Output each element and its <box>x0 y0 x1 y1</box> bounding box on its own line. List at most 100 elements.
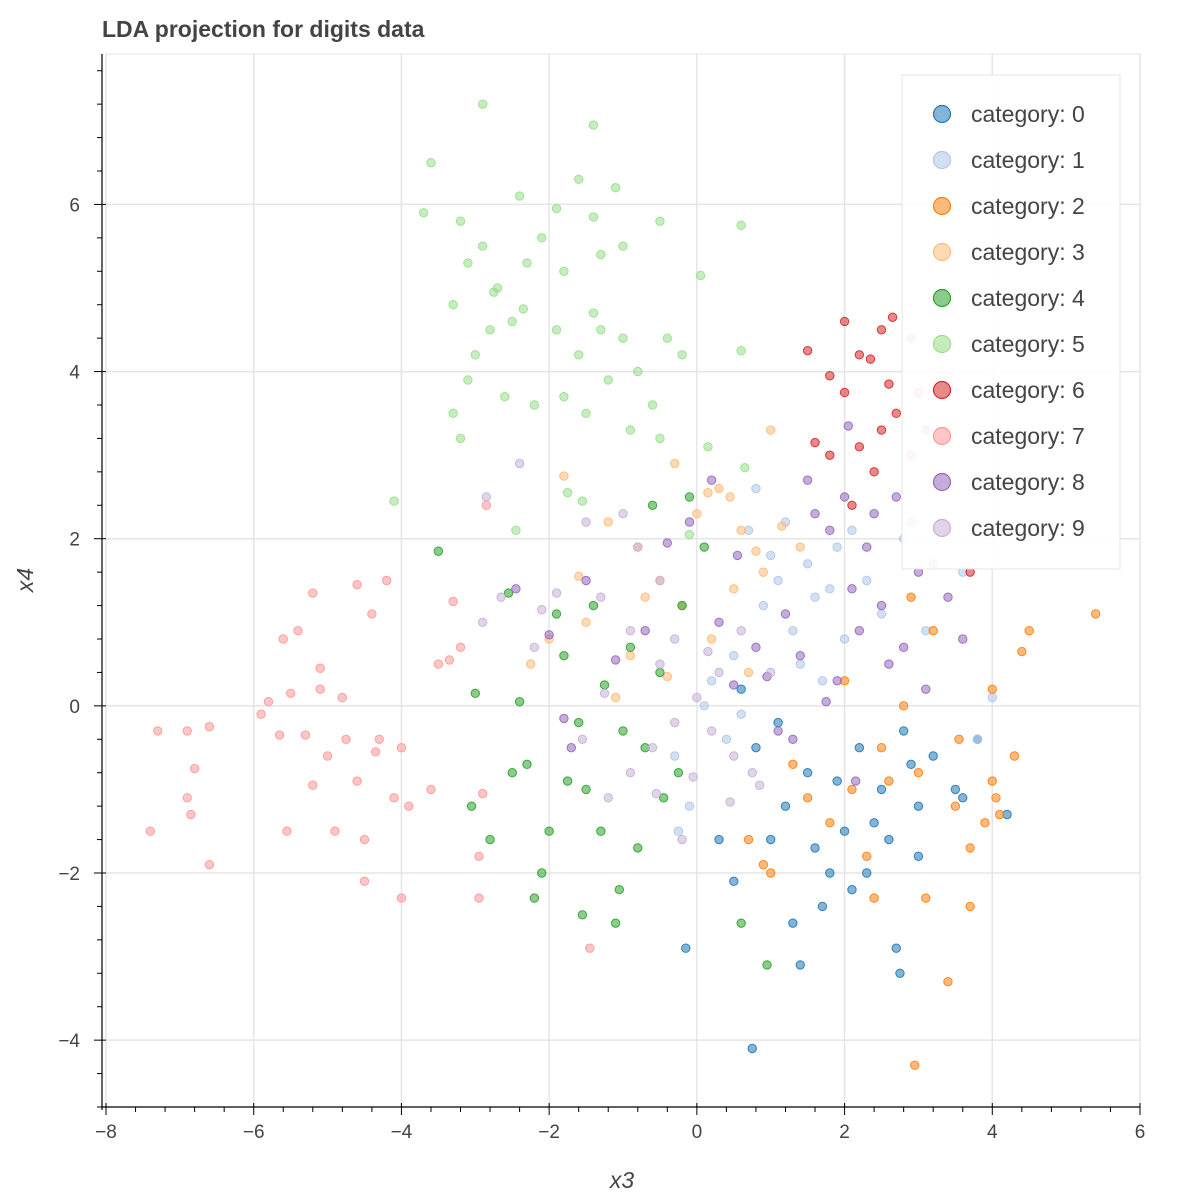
legend-marker <box>932 104 952 124</box>
data-point <box>847 525 857 536</box>
data-point <box>684 517 695 527</box>
data-point <box>670 458 680 469</box>
legend-label: category: 1 <box>971 147 1085 173</box>
data-point <box>795 659 805 669</box>
data-point <box>703 488 713 498</box>
data-point <box>681 943 691 953</box>
data-point <box>736 684 746 694</box>
data-point <box>610 655 621 665</box>
legend-label: category: 2 <box>971 193 1085 219</box>
data-point <box>559 471 569 481</box>
data-point <box>655 667 665 678</box>
data-point <box>950 784 961 795</box>
data-point <box>736 345 746 356</box>
legend-label: category: 7 <box>971 423 1085 449</box>
data-point <box>655 659 665 669</box>
data-point <box>573 350 584 360</box>
legend-label: category: 6 <box>971 377 1085 403</box>
data-point <box>825 584 835 594</box>
data-point <box>736 709 746 719</box>
data-point <box>884 776 894 786</box>
data-point <box>596 592 606 602</box>
data-point <box>862 868 872 878</box>
data-point <box>725 492 735 502</box>
data-point <box>825 818 835 828</box>
data-point <box>714 834 724 845</box>
data-point <box>529 400 540 410</box>
data-point <box>972 734 983 744</box>
y-tick-label: 0 <box>69 697 80 718</box>
data-point <box>562 776 573 786</box>
data-point <box>189 763 200 774</box>
data-point <box>477 99 488 109</box>
data-point <box>751 483 761 494</box>
data-point <box>869 818 879 828</box>
data-point <box>263 696 274 707</box>
data-point <box>514 191 525 201</box>
data-point <box>522 759 532 770</box>
data-point <box>282 826 292 836</box>
data-point <box>1009 751 1020 761</box>
data-point <box>599 688 610 699</box>
data-point <box>315 684 325 694</box>
data-point <box>954 734 964 744</box>
data-point <box>869 893 879 903</box>
data-point <box>703 442 713 452</box>
data-point <box>987 692 997 703</box>
data-point <box>810 437 820 448</box>
data-point <box>921 893 931 903</box>
data-point <box>736 918 746 928</box>
data-point <box>825 450 835 460</box>
data-point <box>994 809 1005 820</box>
data-point <box>610 692 621 703</box>
data-point <box>692 692 702 703</box>
data-point <box>714 667 724 678</box>
data-point <box>662 671 673 682</box>
data-point <box>625 651 636 661</box>
legend-marker <box>932 380 952 400</box>
data-point <box>913 851 924 861</box>
data-point <box>514 696 525 707</box>
series-3 <box>525 425 805 703</box>
data-point <box>913 768 924 778</box>
data-point <box>618 726 628 736</box>
data-point <box>352 579 362 590</box>
data-point <box>695 270 706 281</box>
data-point <box>847 584 857 594</box>
x-tick-label: −6 <box>243 1122 265 1143</box>
data-point <box>684 492 695 502</box>
data-point <box>688 772 698 782</box>
data-point <box>585 943 595 953</box>
data-point <box>928 625 938 636</box>
data-point <box>795 542 805 552</box>
data-point <box>747 1043 757 1054</box>
data-point <box>511 525 521 536</box>
data-point <box>766 550 776 561</box>
series-2 <box>743 592 1101 1070</box>
data-point <box>703 646 713 657</box>
data-point <box>655 216 665 226</box>
data-point <box>466 801 477 811</box>
legend-label: category: 8 <box>971 469 1085 495</box>
series-1 <box>670 483 997 836</box>
legend-marker <box>932 150 952 170</box>
data-point <box>810 508 820 519</box>
data-point <box>906 759 916 770</box>
data-point <box>832 542 842 552</box>
data-point <box>1090 609 1101 619</box>
legend-marker <box>932 334 952 354</box>
data-point <box>426 157 436 168</box>
data-point <box>817 901 828 912</box>
data-point <box>433 659 444 669</box>
data-point <box>577 910 588 920</box>
data-point <box>854 625 865 636</box>
data-point <box>788 918 798 928</box>
data-point <box>374 734 384 744</box>
data-point <box>921 684 931 694</box>
data-point <box>396 742 407 753</box>
data-point <box>714 617 724 627</box>
data-point <box>743 667 754 678</box>
data-point <box>551 609 562 619</box>
data-point <box>887 312 898 322</box>
data-point <box>186 809 196 820</box>
